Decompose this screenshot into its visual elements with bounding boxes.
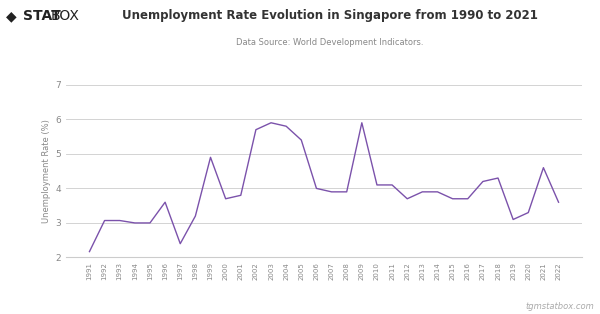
Y-axis label: Unemployment Rate (%): Unemployment Rate (%) (42, 119, 51, 223)
Text: Data Source: World Development Indicators.: Data Source: World Development Indicator… (236, 38, 424, 47)
Text: BOX: BOX (51, 9, 80, 24)
Text: ◆: ◆ (6, 9, 17, 24)
Text: STAT: STAT (23, 9, 61, 24)
Text: Unemployment Rate Evolution in Singapore from 1990 to 2021: Unemployment Rate Evolution in Singapore… (122, 9, 538, 22)
Text: tgmstatbox.com: tgmstatbox.com (525, 302, 594, 311)
